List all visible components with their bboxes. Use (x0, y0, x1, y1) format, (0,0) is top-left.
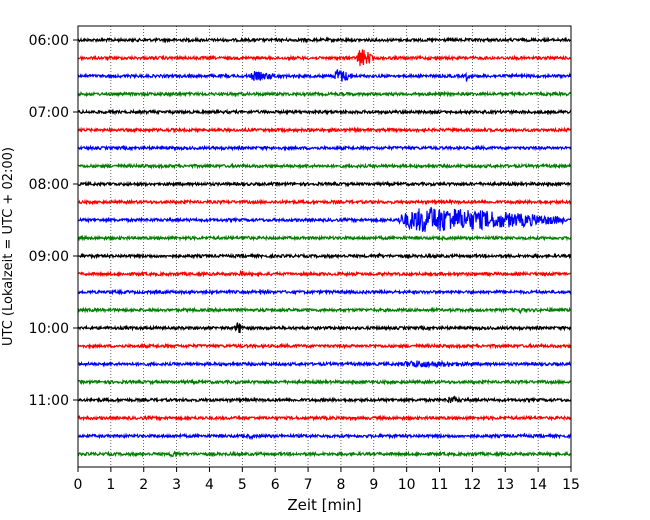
x-tick-label: 2 (139, 477, 148, 493)
y-axis-ticks: 06:00 07:00 08:00 09:00 10:00 11:00 (29, 33, 78, 409)
trace-0630 (77, 69, 572, 82)
x-tick-label: 1 (106, 477, 115, 493)
y-tick-label: 07:00 (29, 105, 69, 121)
y-tick-label: 10:00 (29, 321, 69, 337)
x-tick-label: 0 (74, 477, 83, 493)
trace-0830 (77, 207, 572, 233)
y-tick-label: 06:00 (29, 33, 69, 49)
x-tick-label: 9 (369, 477, 378, 493)
trace-1130 (77, 432, 572, 441)
x-tick-label: 15 (562, 477, 580, 493)
x-tick-label: 11 (431, 477, 449, 493)
trace-0915 (77, 269, 572, 278)
x-axis-label: Zeit [min] (287, 496, 361, 514)
trace-0815 (77, 198, 572, 206)
trace-1100 (77, 395, 572, 404)
x-tick-label: 7 (304, 477, 313, 493)
x-tick-label: 6 (271, 477, 280, 493)
trace-0615 (77, 49, 572, 67)
x-tick-label: 13 (496, 477, 514, 493)
x-axis-ticks: 0 1 2 3 4 5 6 7 8 9 10 11 12 13 14 15 (74, 467, 580, 493)
trace-1045 (77, 378, 572, 386)
y-axis-label: UTC (Lokalzeit = UTC + 02:00) (1, 147, 16, 346)
x-tick-label: 12 (463, 477, 481, 493)
trace-0745 (77, 162, 572, 170)
x-tick-label: 3 (172, 477, 181, 493)
plot-frame (77, 25, 572, 468)
trace-0930 (77, 288, 572, 296)
x-tick-label: 5 (238, 477, 247, 493)
trace-0715 (77, 126, 572, 134)
trace-1145 (77, 450, 572, 458)
trace-0700 (77, 108, 572, 116)
trace-0645 (77, 90, 572, 98)
x-tick-label: 4 (205, 477, 214, 493)
trace-1115 (77, 414, 572, 422)
x-tick-label: 8 (336, 477, 345, 493)
y-tick-label: 11:00 (29, 393, 69, 409)
trace-1015 (77, 342, 572, 350)
trace-0845 (77, 234, 572, 242)
y-tick-label: 08:00 (29, 177, 69, 193)
x-tick-label: 14 (529, 477, 547, 493)
seismic-traces (77, 36, 572, 458)
trace-1000 (77, 322, 572, 334)
trace-0800 (77, 180, 572, 188)
trace-0600 (77, 36, 572, 44)
trace-0730 (77, 144, 572, 152)
x-tick-label: 10 (398, 477, 416, 493)
trace-1030 (77, 359, 572, 369)
trace-0900 (77, 252, 572, 260)
trace-0945 (77, 306, 572, 315)
y-tick-label: 09:00 (29, 249, 69, 265)
